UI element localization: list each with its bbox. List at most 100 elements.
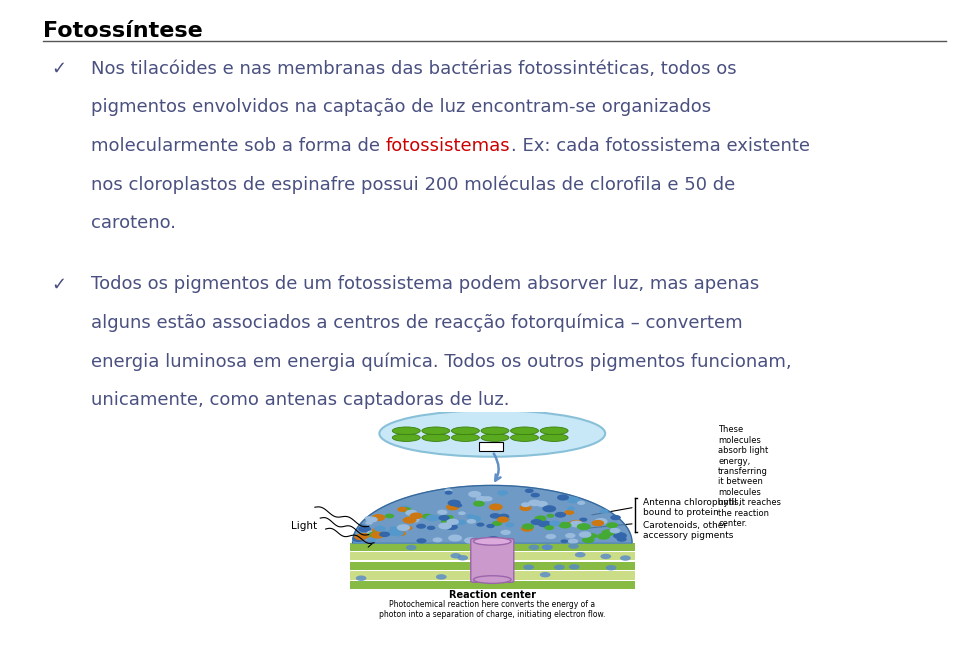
Circle shape (439, 515, 450, 521)
Circle shape (416, 524, 426, 529)
Circle shape (519, 505, 532, 511)
Circle shape (468, 491, 481, 497)
Circle shape (606, 565, 616, 570)
Circle shape (437, 509, 447, 515)
Polygon shape (352, 485, 632, 542)
Ellipse shape (540, 427, 568, 435)
Bar (349, 581, 635, 589)
Circle shape (368, 538, 376, 542)
Circle shape (607, 522, 618, 529)
Circle shape (531, 493, 540, 497)
Circle shape (456, 520, 467, 525)
Circle shape (536, 501, 548, 507)
Circle shape (528, 499, 541, 506)
Circle shape (555, 512, 566, 518)
Bar (349, 562, 635, 570)
Text: fotossistemas: fotossistemas (386, 137, 511, 155)
Circle shape (392, 530, 404, 537)
Circle shape (397, 525, 408, 530)
Circle shape (372, 528, 382, 533)
Circle shape (399, 505, 410, 511)
Circle shape (421, 514, 433, 519)
Circle shape (427, 515, 440, 521)
Text: alguns estão associados a centros de reacção fotorquímica – convertem: alguns estão associados a centros de rea… (91, 314, 743, 333)
Ellipse shape (421, 434, 450, 442)
Circle shape (492, 521, 502, 526)
Circle shape (352, 536, 365, 542)
Circle shape (396, 524, 410, 531)
Circle shape (567, 521, 578, 526)
Circle shape (352, 537, 365, 543)
Circle shape (371, 531, 384, 539)
Bar (349, 571, 635, 580)
Text: Photochemical reaction here converts the energy of a
photon into a separation of: Photochemical reaction here converts the… (379, 600, 606, 620)
Circle shape (487, 536, 500, 543)
Circle shape (496, 517, 509, 523)
Circle shape (473, 501, 485, 507)
Circle shape (359, 533, 370, 539)
Circle shape (478, 540, 489, 546)
Circle shape (611, 515, 621, 521)
Circle shape (521, 502, 531, 507)
Circle shape (566, 497, 580, 503)
Circle shape (476, 496, 488, 502)
Text: Fotossíntese: Fotossíntese (43, 21, 203, 41)
Ellipse shape (481, 427, 509, 435)
Circle shape (610, 529, 619, 533)
Circle shape (396, 531, 406, 536)
Circle shape (609, 528, 620, 534)
Text: caroteno.: caroteno. (91, 214, 177, 232)
Circle shape (564, 510, 574, 515)
Circle shape (390, 527, 398, 531)
Ellipse shape (451, 427, 479, 435)
Circle shape (385, 514, 395, 519)
Ellipse shape (473, 576, 511, 584)
Circle shape (544, 525, 554, 530)
Circle shape (579, 531, 591, 538)
Circle shape (525, 489, 534, 493)
Circle shape (529, 544, 540, 550)
Circle shape (439, 523, 452, 529)
Ellipse shape (421, 427, 450, 435)
Circle shape (549, 521, 561, 526)
Circle shape (467, 514, 475, 519)
Circle shape (577, 523, 590, 531)
Circle shape (464, 537, 477, 544)
Circle shape (586, 533, 597, 539)
Circle shape (397, 507, 407, 512)
FancyBboxPatch shape (470, 539, 514, 582)
Circle shape (500, 530, 511, 535)
Circle shape (481, 564, 492, 570)
Circle shape (476, 523, 485, 527)
Circle shape (450, 553, 461, 558)
Circle shape (368, 532, 380, 537)
Circle shape (523, 564, 534, 570)
Text: unicamente, como antenas captadoras de luz.: unicamente, como antenas captadoras de l… (91, 391, 510, 409)
Circle shape (498, 514, 509, 519)
Circle shape (568, 539, 578, 544)
Circle shape (417, 539, 426, 543)
Circle shape (446, 519, 459, 525)
Circle shape (487, 524, 494, 528)
Circle shape (386, 529, 398, 536)
Circle shape (569, 564, 580, 570)
Circle shape (542, 505, 556, 513)
Circle shape (535, 515, 546, 521)
Circle shape (367, 531, 377, 536)
Circle shape (401, 507, 412, 513)
Circle shape (467, 519, 476, 524)
Circle shape (568, 543, 579, 549)
Text: Nos tilacóides e nas membranas das bactérias fotossintéticas, todos os: Nos tilacóides e nas membranas das bacté… (91, 60, 737, 78)
Circle shape (520, 504, 531, 509)
Text: molecularmente sob a forma de: molecularmente sob a forma de (91, 137, 386, 155)
Circle shape (538, 521, 551, 527)
Circle shape (570, 520, 583, 526)
Circle shape (565, 533, 575, 539)
Circle shape (522, 523, 534, 530)
Circle shape (541, 544, 553, 550)
Circle shape (582, 537, 594, 543)
Ellipse shape (540, 434, 568, 442)
Bar (479, 442, 503, 452)
Text: ✓: ✓ (51, 276, 66, 293)
Circle shape (567, 507, 575, 511)
